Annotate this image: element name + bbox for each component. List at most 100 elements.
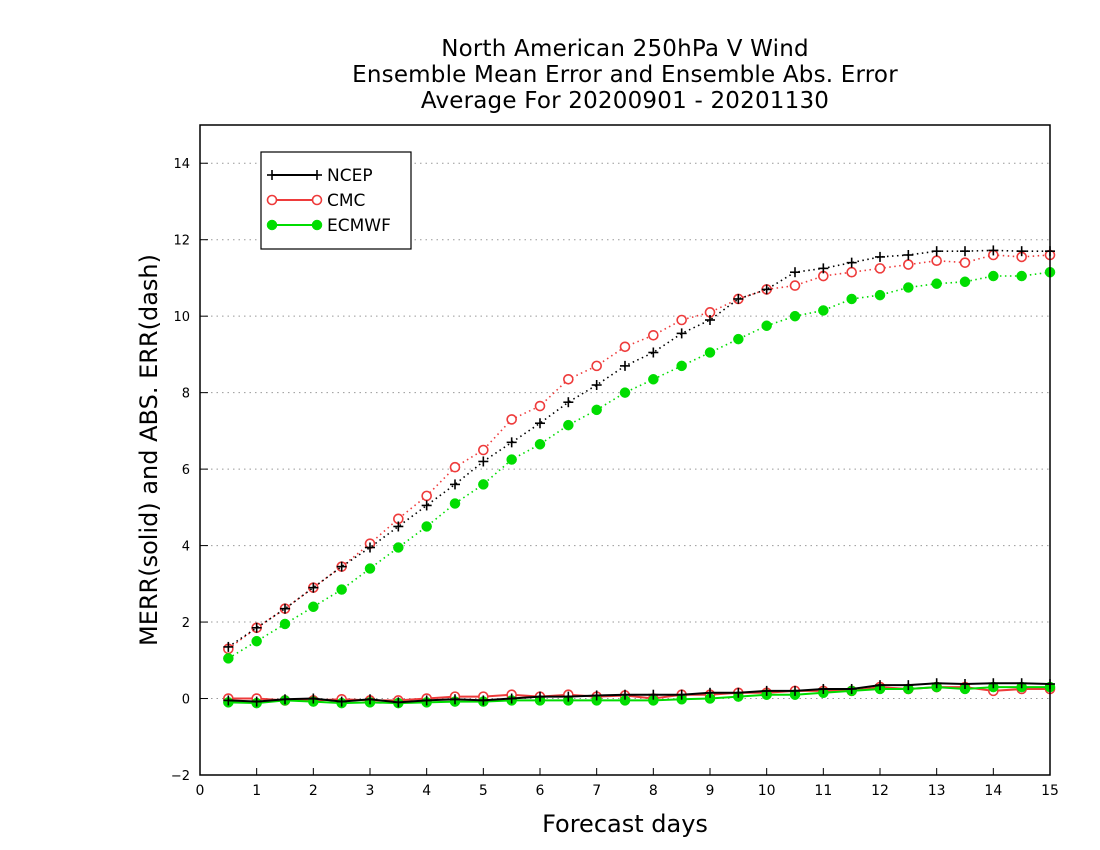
x-tick-label: 8 [649,783,658,799]
ncep-mean-error-point [591,690,602,701]
x-tick-label: 5 [479,783,488,799]
ncep-mean-error-point [818,683,829,694]
ecmwf-abs-error-point [733,333,744,345]
x-tick-label: 9 [706,783,715,799]
ncep-abs-error-point [251,622,262,633]
y-tick-label: 6 [182,463,190,478]
ncep-abs-error-point [535,418,545,429]
ncep-abs-error-point [761,284,772,295]
ecmwf-abs-error-point [874,289,886,301]
ecmwf-abs-error-point [789,310,801,322]
y-tick-label: 0 [182,693,190,708]
ncep-mean-error-point [336,696,347,707]
cmc-abs-error-point [789,280,801,291]
x-axis-label: Forecast days [542,810,708,838]
ncep-abs-error-point [790,267,800,278]
x-tick-label: 11 [814,783,832,799]
cmc-abs-error-point [648,329,659,341]
ncep-abs-error-point [960,246,970,257]
cmc-abs-error-point [563,373,574,385]
ncep-mean-error-point [1016,678,1027,689]
ncep-mean-error-point [620,689,630,700]
ecmwf-abs-error-point [903,282,914,293]
legend-marker-cmc [266,194,278,206]
ncep-abs-error-point [336,561,347,572]
ecmwf-abs-error-point [818,305,829,316]
cmc-abs-error-point [421,490,432,502]
ncep-abs-error-point [903,250,914,260]
x-tick-label: 6 [536,783,545,799]
ncep-abs-error-point [648,347,659,358]
x-tick-label: 15 [1041,783,1059,799]
ecmwf-abs-error-point [393,542,404,553]
y-tick-label: 4 [182,540,190,555]
cmc-abs-error-point [534,400,546,412]
ecmwf-abs-error-point [988,270,999,282]
ncep-mean-error-point [846,683,857,694]
ecmwf-abs-error-point [959,276,971,288]
cmc-abs-error-point [619,341,631,353]
x-tick-label: 14 [984,783,1002,799]
cmc-abs-error-point [676,314,687,326]
ncep-mean-error-point [251,696,262,707]
ncep-abs-error-point [365,542,375,553]
legend-marker-ecmwf [311,219,323,231]
y-tick-label: 12 [173,234,190,249]
cmc-abs-error-point [931,255,942,267]
ncep-abs-error-point [223,641,234,652]
ncep-abs-error-point [733,293,744,304]
ecmwf-abs-error-point [478,479,489,490]
ncep-abs-error-line [227,249,1050,648]
y-tick-label: 8 [182,387,190,402]
series-layer [223,245,1056,709]
legend-label-cmc: CMC [327,191,365,211]
ncep-mean-error-point [506,693,517,704]
ncep-abs-error-point [563,397,574,408]
ncep-mean-error-point [705,687,715,698]
legend-marker-cmc [311,194,323,206]
x-tick-label: 12 [871,783,889,799]
cmc-abs-error-point [903,259,914,270]
ncep-mean-error-point [988,678,999,689]
ncep-abs-error-point [506,437,517,448]
ecmwf-abs-error-point [931,278,942,289]
chart-title: North American 250hPa V Wind Ensemble Me… [200,36,1050,114]
legend-label-ncep: NCEP [327,166,373,186]
ecmwf-abs-error-point [421,521,432,532]
ncep-mean-error-point [308,693,319,704]
legend-marker-ncep [312,170,322,180]
ncep-abs-error-point [308,582,319,593]
ncep-abs-error-point [818,263,829,274]
cmc-abs-error-point [506,414,517,425]
ecmwf-abs-error-point [449,498,461,509]
ecmwf-abs-error-point [1016,270,1027,282]
ecmwf-abs-error-line [227,271,1051,660]
ecmwf-abs-error-point [704,347,716,358]
cmc-abs-error-point [846,266,857,278]
x-tick-label: 13 [928,783,946,799]
y-tick-label: 14 [173,157,190,172]
ncep-mean-error-point [960,679,970,689]
ncep-mean-error-point [280,694,290,705]
ncep-mean-error-point [733,687,744,698]
ncep-mean-error-point [450,694,460,705]
legend-marker-ecmwf [266,219,278,231]
ncep-abs-error-point [1016,246,1027,257]
ncep-abs-error-point [620,360,630,371]
ncep-abs-error-point [450,479,460,490]
ecmwf-abs-error-point [308,601,319,613]
ncep-abs-error-point [393,521,404,532]
x-tick-label: 7 [592,783,601,799]
ncep-mean-error-point [365,694,375,705]
ecmwf-abs-error-point [251,635,262,647]
ncep-abs-error-point [591,380,602,390]
cmc-abs-error-line [227,254,1051,650]
cmc-abs-error-point [478,444,489,456]
chart-title-line-1: North American 250hPa V Wind [441,36,809,62]
ncep-mean-error-point [931,678,942,689]
ecmwf-abs-error-point [279,618,291,630]
legend-marker-ncep [267,170,277,180]
x-tick-label: 10 [758,783,776,799]
cmc-abs-error-point [591,360,602,372]
